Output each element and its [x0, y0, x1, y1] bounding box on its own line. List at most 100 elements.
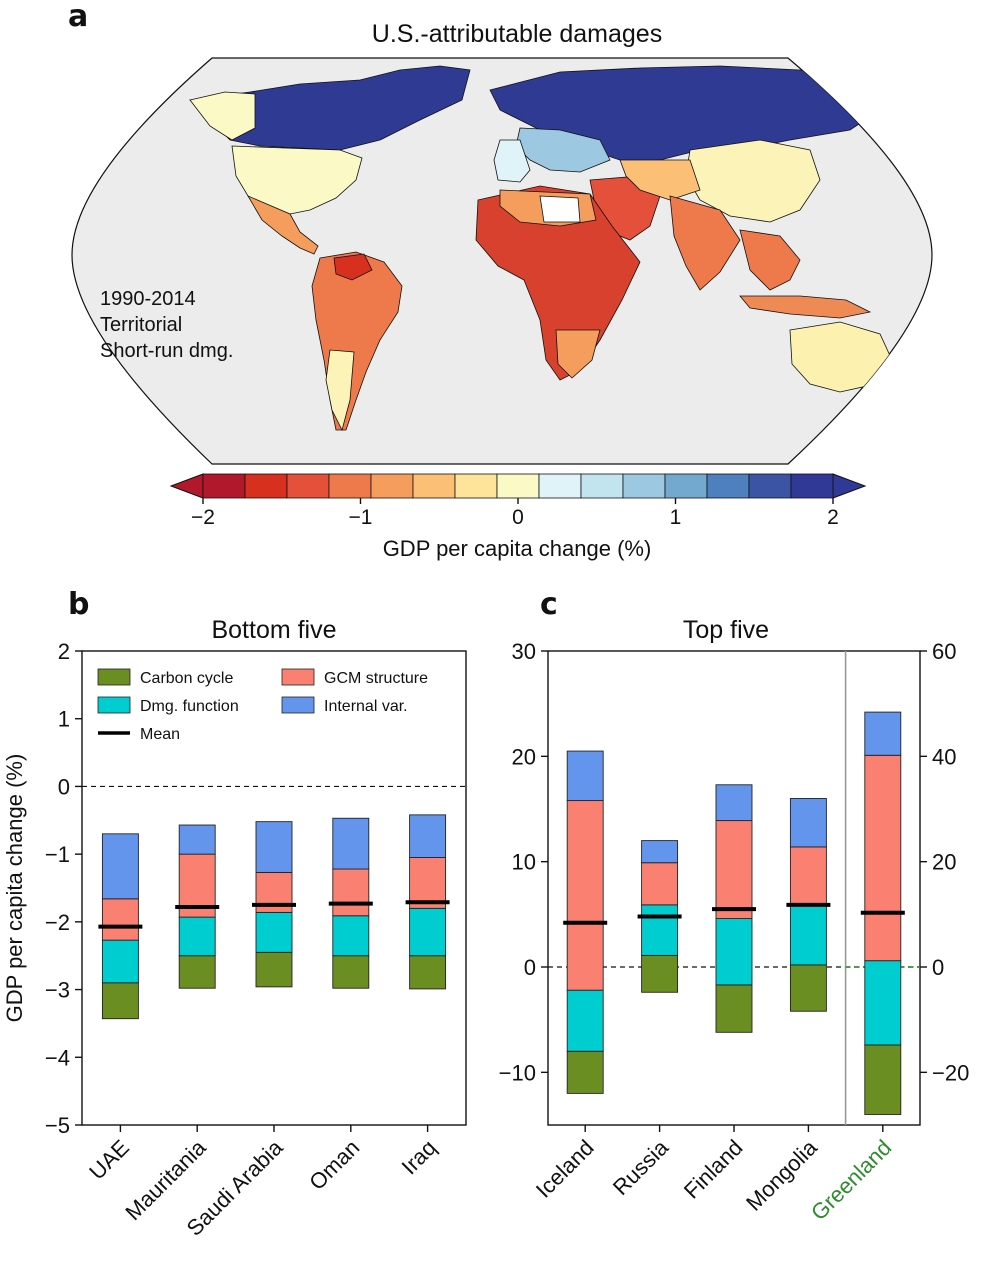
bar-internal-var-uae [101, 833, 139, 900]
bar-carbon-cycle-russia [641, 954, 679, 993]
y-tick-label: 20 [512, 744, 536, 769]
bar-dmg-function-saudi-arabia [255, 911, 293, 953]
legend-gcm-structure: GCM structure [324, 670, 428, 687]
colorbar-swatch [748, 473, 792, 499]
bar-carbon-cycle-finland [715, 984, 753, 1033]
map-annotation-years: 1990-2014 [100, 288, 196, 310]
panel-a-title: U.S.-attributable damages [372, 20, 662, 48]
map-south-asia [669, 195, 741, 291]
bar-internal-var-oman [332, 817, 370, 870]
x-tick-label-greenland: Greenland [806, 1135, 896, 1225]
bar-dmg-function-uae [101, 939, 139, 984]
x-tick-label-iceland: Iceland [531, 1135, 599, 1203]
colorbar-swatch [412, 473, 456, 499]
map-indonesia [739, 295, 872, 319]
secondary-y-tick-label: 60 [932, 639, 956, 664]
colorbar-swatch [244, 473, 288, 499]
colorbar-tick-label: 2 [827, 506, 839, 529]
y-tick-label: −3 [45, 978, 70, 1003]
panel-c-title: Top five [683, 616, 769, 644]
bar-carbon-cycle-uae [101, 982, 139, 1020]
bar-carbon-cycle-saudi-arabia [255, 951, 293, 988]
y-tick-label: 30 [512, 639, 536, 664]
y-tick-label: 1 [58, 707, 70, 732]
colorbar-tick-label: −2 [191, 506, 215, 529]
bar-dmg-function-oman [332, 915, 370, 957]
panel-a-letter: a [68, 0, 88, 34]
colorbar-tick-label: 0 [512, 506, 524, 529]
map-new-zealand [899, 385, 917, 411]
bar-carbon-cycle-mauritania [178, 955, 216, 989]
y-tick-label: −2 [45, 910, 70, 935]
y-tick-label: −1 [45, 842, 70, 867]
bar-internal-var-mongolia [789, 798, 827, 848]
bar-gcm-structure-finland [715, 820, 753, 919]
bar-internal-var-iraq [409, 814, 447, 858]
y-tick-label: 2 [58, 639, 70, 664]
bar-dmg-function-greenland [864, 960, 902, 1046]
colorbar-swatch [622, 473, 666, 499]
bar-internal-var-saudi-arabia [255, 821, 293, 873]
legend-internal-var: Internal var. [324, 698, 408, 715]
colorbar-swatch [790, 473, 834, 499]
bar-dmg-function-russia [641, 904, 679, 956]
bar-gcm-structure-greenland [864, 754, 902, 962]
y-tick-label: −4 [45, 1045, 70, 1070]
bar-carbon-cycle-iraq [409, 955, 447, 990]
y-tick-label: 0 [58, 774, 70, 799]
map-southeast-asia [739, 229, 801, 291]
map-southern-cone [325, 349, 355, 432]
map-southern-africa [555, 329, 601, 379]
bar-carbon-cycle-greenland [864, 1044, 902, 1115]
colorbar-tick-label: 1 [670, 506, 682, 529]
map-annotation-damage: Short-run dmg. [100, 340, 233, 362]
bar-internal-var-greenland [864, 711, 902, 756]
bar-internal-var-iceland [566, 750, 604, 802]
map-alaska [189, 91, 256, 141]
x-tick-label-oman: Oman [304, 1135, 364, 1195]
bar-gcm-structure-mongolia [789, 846, 827, 906]
legend: Carbon cycle GCM structure Dmg. function… [97, 668, 428, 743]
x-tick-label-finland: Finland [679, 1135, 748, 1204]
colorbar: −2 −1 0 1 2 [169, 473, 867, 529]
map-usa [231, 145, 363, 215]
bar-dmg-function-iceland [566, 989, 604, 1052]
legend-swatch-internal-var [281, 696, 315, 714]
x-tick-label-russia: Russia [608, 1134, 674, 1200]
bar-carbon-cycle-oman [332, 955, 370, 989]
legend-swatch-gcm-structure [281, 668, 315, 686]
legend-swatch-carbon-cycle [97, 668, 131, 686]
x-tick-label-iraq: Iraq [397, 1135, 441, 1179]
colorbar-swatch [580, 473, 624, 499]
bar-dmg-function-iraq [409, 907, 447, 957]
secondary-y-tick-label: 20 [932, 850, 956, 875]
top-five-chart: 30 20 10 0 −10 60 40 20 0 −20 Iceland Russia Finland… [499, 639, 970, 1225]
y-tick-label: 10 [512, 850, 536, 875]
panel-b-letter: b [68, 587, 89, 622]
bar-carbon-cycle-mongolia [789, 964, 827, 1012]
bar-internal-var-russia [641, 840, 679, 864]
secondary-y-tick-label: 0 [932, 955, 944, 980]
y-tick-label: 0 [524, 955, 536, 980]
y-tick-label: −10 [499, 1060, 536, 1085]
legend-swatch-dmg-function [97, 696, 131, 714]
y-tick-label: −5 [45, 1113, 70, 1138]
map-annotation-territorial: Territorial [100, 314, 182, 336]
bar-gcm-structure-iceland [566, 800, 604, 991]
map-mexico [247, 195, 319, 255]
colorbar-swatch [496, 473, 540, 499]
bar-internal-var-finland [715, 784, 753, 822]
panel-c-letter: c [540, 587, 558, 622]
secondary-y-tick-label: 40 [932, 744, 956, 769]
colorbar-swatch [328, 473, 372, 499]
panel-b-title: Bottom five [211, 616, 336, 644]
map-canada-greenland [189, 65, 471, 151]
colorbar-arrow-high [832, 473, 867, 499]
map-libya [539, 195, 581, 223]
legend-mean: Mean [140, 726, 180, 743]
world-map: 1990-2014 Territorial Short-run dmg. [71, 57, 933, 465]
colorbar-swatch [538, 473, 582, 499]
colorbar-swatch [664, 473, 708, 499]
